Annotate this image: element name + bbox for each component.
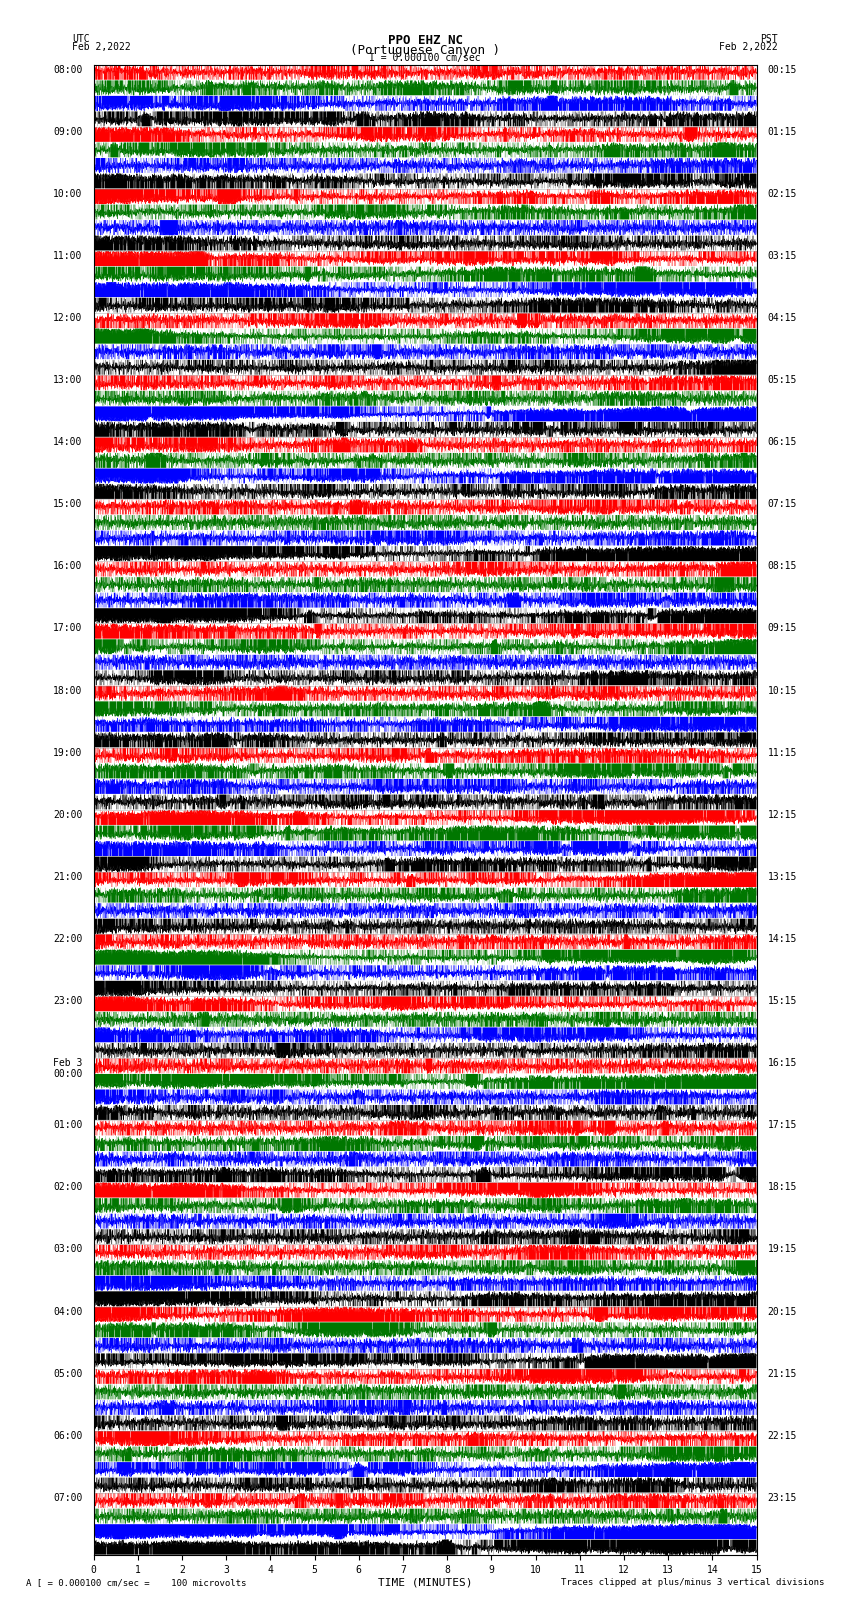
Text: 20:15: 20:15 — [768, 1307, 797, 1316]
Text: Feb 2,2022: Feb 2,2022 — [72, 42, 131, 52]
Text: 05:15: 05:15 — [768, 376, 797, 386]
Text: 01:00: 01:00 — [53, 1119, 82, 1131]
Text: 09:00: 09:00 — [53, 127, 82, 137]
Text: 23:00: 23:00 — [53, 995, 82, 1007]
Text: Traces clipped at plus/minus 3 vertical divisions: Traces clipped at plus/minus 3 vertical … — [561, 1578, 824, 1587]
Text: 17:00: 17:00 — [53, 623, 82, 634]
Text: 04:00: 04:00 — [53, 1307, 82, 1316]
Text: 12:15: 12:15 — [768, 810, 797, 819]
X-axis label: TIME (MINUTES): TIME (MINUTES) — [377, 1578, 473, 1587]
Text: I = 0.000100 cm/sec: I = 0.000100 cm/sec — [369, 53, 481, 63]
Text: 11:00: 11:00 — [53, 252, 82, 261]
Text: 13:15: 13:15 — [768, 871, 797, 882]
Text: 17:15: 17:15 — [768, 1119, 797, 1131]
Text: 22:00: 22:00 — [53, 934, 82, 944]
Text: 20:00: 20:00 — [53, 810, 82, 819]
Text: 01:15: 01:15 — [768, 127, 797, 137]
Text: 07:15: 07:15 — [768, 500, 797, 510]
Text: 07:00: 07:00 — [53, 1494, 82, 1503]
Text: 08:15: 08:15 — [768, 561, 797, 571]
Text: 10:15: 10:15 — [768, 686, 797, 695]
Text: PST: PST — [760, 34, 778, 44]
Text: 21:00: 21:00 — [53, 871, 82, 882]
Text: 11:15: 11:15 — [768, 748, 797, 758]
Text: 19:00: 19:00 — [53, 748, 82, 758]
Text: UTC: UTC — [72, 34, 90, 44]
Text: 22:15: 22:15 — [768, 1431, 797, 1440]
Text: 14:15: 14:15 — [768, 934, 797, 944]
Text: 03:00: 03:00 — [53, 1245, 82, 1255]
Text: 04:15: 04:15 — [768, 313, 797, 323]
Text: 02:00: 02:00 — [53, 1182, 82, 1192]
Text: 13:00: 13:00 — [53, 376, 82, 386]
Text: (Portuguese Canyon ): (Portuguese Canyon ) — [350, 44, 500, 56]
Text: 12:00: 12:00 — [53, 313, 82, 323]
Text: 08:00: 08:00 — [53, 65, 82, 74]
Text: 15:15: 15:15 — [768, 995, 797, 1007]
Text: 09:15: 09:15 — [768, 623, 797, 634]
Text: 21:15: 21:15 — [768, 1368, 797, 1379]
Text: 02:15: 02:15 — [768, 189, 797, 198]
Text: Feb 2,2022: Feb 2,2022 — [719, 42, 778, 52]
Text: 19:15: 19:15 — [768, 1245, 797, 1255]
Text: 18:00: 18:00 — [53, 686, 82, 695]
Text: PPO EHZ NC: PPO EHZ NC — [388, 34, 462, 47]
Text: 06:15: 06:15 — [768, 437, 797, 447]
Text: 16:00: 16:00 — [53, 561, 82, 571]
Text: 15:00: 15:00 — [53, 500, 82, 510]
Text: 23:15: 23:15 — [768, 1494, 797, 1503]
Text: 14:00: 14:00 — [53, 437, 82, 447]
Text: 06:00: 06:00 — [53, 1431, 82, 1440]
Text: 18:15: 18:15 — [768, 1182, 797, 1192]
Text: 03:15: 03:15 — [768, 252, 797, 261]
Text: 00:15: 00:15 — [768, 65, 797, 74]
Text: 10:00: 10:00 — [53, 189, 82, 198]
Text: A [ = 0.000100 cm/sec =    100 microvolts: A [ = 0.000100 cm/sec = 100 microvolts — [26, 1578, 246, 1587]
Text: 16:15: 16:15 — [768, 1058, 797, 1068]
Text: Feb 3
00:00: Feb 3 00:00 — [53, 1058, 82, 1079]
Text: 05:00: 05:00 — [53, 1368, 82, 1379]
